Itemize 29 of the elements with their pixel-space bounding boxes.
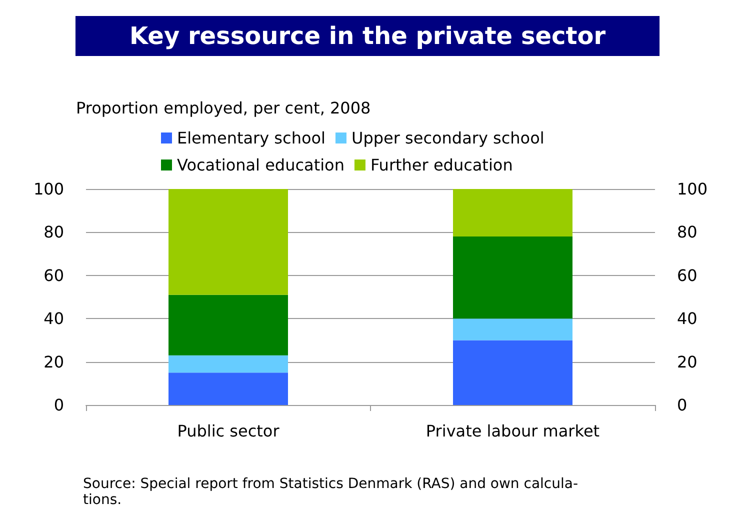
chart-title: Key ressource in the private sector [129, 22, 606, 50]
y2-tick-label: 0 [677, 396, 688, 414]
bar [453, 189, 572, 237]
legend-label: Elementary school [177, 128, 326, 148]
y2-tick-label: 80 [677, 222, 698, 242]
y-tick-label: 40 [44, 309, 64, 328]
y2-tick-label: 40 [677, 309, 698, 328]
y-tick-label: 0 [54, 396, 64, 414]
y-axis-title: Proportion employed, per cent, 2008 [76, 98, 371, 118]
bar [168, 355, 288, 373]
y2-tick-label: 100 [677, 180, 708, 198]
bar [453, 340, 572, 405]
source-note: Source: Special report from Statistics Denmark (RAS) and own calcula- tions. [83, 476, 578, 508]
bar [453, 236, 572, 319]
y-tick-label: 80 [44, 222, 64, 242]
bar [168, 294, 288, 356]
y-tick-label: 60 [44, 266, 64, 285]
bar [168, 189, 288, 295]
legend-label: Upper secondary school [351, 128, 544, 148]
legend-label: Vocational education [177, 156, 344, 174]
bar [168, 372, 288, 405]
y-tick-label: 100 [33, 180, 64, 198]
x-tick-label: Public sector [177, 422, 280, 440]
x-tick-label: Private labour market [426, 422, 600, 440]
bar [453, 318, 572, 340]
y2-tick-label: 20 [677, 352, 698, 372]
legend-label: Further education [370, 156, 513, 174]
y2-tick-label: 60 [677, 266, 698, 285]
y-tick-label: 20 [44, 352, 64, 372]
